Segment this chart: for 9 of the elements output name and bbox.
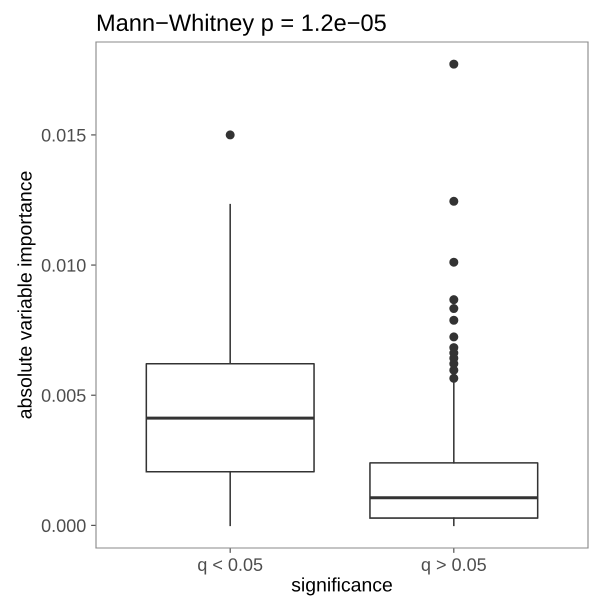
y-tick-label: 0.010 <box>42 259 86 272</box>
y-tick-label: 0.015 <box>42 128 86 142</box>
y-tick-label: 0.005 <box>42 389 86 402</box>
y-tick-label: 0.000 <box>42 519 86 532</box>
x-tick-label: q < 0.05 <box>198 558 262 575</box>
y-axis-title: absolute variable importance <box>17 172 36 418</box>
chart-title: Mann−Whitney p = 1.2e−05 <box>98 14 386 36</box>
x-axis-title: significance <box>292 577 392 596</box>
x-tick-label: q > 0.05 <box>422 558 486 575</box>
